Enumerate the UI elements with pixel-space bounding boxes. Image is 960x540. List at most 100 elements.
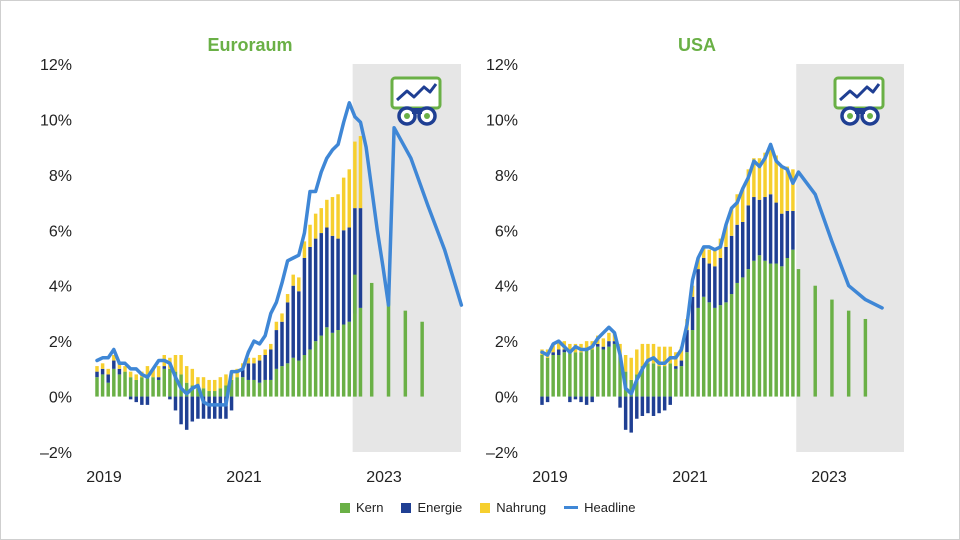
- bar-nahrung: [285, 294, 290, 303]
- bar-energie: [568, 396, 572, 403]
- bar-energie: [735, 224, 739, 283]
- bar-energie: [325, 227, 329, 328]
- bar-nahrung: [274, 321, 279, 331]
- bar-nahrung: [297, 277, 301, 292]
- x-tick-label: 2019: [86, 469, 122, 486]
- bar-kern: [218, 388, 223, 397]
- bar-energie: [156, 377, 161, 380]
- bar-nahrung: [252, 357, 256, 364]
- bar-kern: [685, 352, 689, 397]
- bar-energie: [246, 363, 251, 380]
- bar-energie: [252, 363, 256, 380]
- bar-kern: [579, 352, 583, 397]
- bar-energie: [740, 221, 745, 278]
- bar-nahrung: [246, 357, 251, 364]
- bar-kern: [612, 343, 617, 397]
- bar-energie: [679, 360, 684, 367]
- bar-kern: [347, 321, 352, 397]
- bar-energie: [635, 396, 639, 419]
- bar-energie: [297, 291, 301, 361]
- bar-kern: [117, 374, 122, 397]
- bar-kern-forecast: [813, 285, 817, 397]
- bar-nahrung: [724, 224, 728, 247]
- bar-energie: [95, 371, 99, 378]
- bar-energie: [752, 197, 756, 261]
- bar-energie: [612, 341, 617, 344]
- bar-energie: [629, 396, 633, 433]
- bar-nahrung: [196, 377, 200, 389]
- bar-nahrung: [207, 379, 211, 392]
- y-tick-label: 0%: [49, 390, 72, 407]
- bar-energie: [618, 396, 622, 408]
- y-tick-label: 2%: [49, 334, 72, 351]
- bar-kern: [696, 307, 700, 397]
- bar-energie: [757, 199, 762, 256]
- bar-energie: [353, 208, 357, 314]
- y-tick-label: 4%: [49, 279, 72, 296]
- bar-kern: [724, 302, 728, 397]
- bar-kern: [95, 377, 99, 397]
- bar-kern-forecast: [386, 296, 391, 397]
- bar-nahrung: [740, 188, 745, 222]
- bar-nahrung: [640, 343, 645, 367]
- bar-nahrung: [651, 343, 656, 364]
- bar-nahrung: [100, 363, 105, 369]
- bar-kern: [690, 330, 695, 397]
- bar-kern: [551, 355, 555, 397]
- bar-energie: [168, 396, 172, 400]
- headline-line: [540, 142, 884, 396]
- bar-nahrung: [313, 213, 318, 239]
- bar-energie: [640, 396, 645, 416]
- bar-nahrung: [325, 199, 329, 228]
- y-tick-label: 6%: [49, 223, 72, 240]
- bar-nahrung: [128, 371, 133, 378]
- bar-nahrung: [629, 357, 633, 380]
- bar-energie: [341, 230, 346, 325]
- bar-energie: [768, 194, 773, 264]
- bar-energie: [140, 396, 144, 405]
- bar-nahrung: [551, 343, 555, 353]
- bar-nahrung: [123, 366, 127, 372]
- bar-energie: [584, 396, 589, 405]
- bar-nahrung: [269, 343, 273, 350]
- bar-kern: [140, 377, 144, 397]
- bar-energie: [330, 235, 335, 333]
- bar-nahrung: [336, 194, 340, 239]
- bar-nahrung: [584, 341, 589, 350]
- bar-kern: [252, 379, 256, 397]
- bar-kern-forecast: [353, 274, 357, 397]
- bar-energie: [145, 396, 150, 405]
- bar-nahrung: [319, 208, 323, 234]
- bar-kern: [646, 363, 650, 397]
- y-tick-label: 2%: [495, 334, 518, 351]
- bar-nahrung: [117, 363, 122, 369]
- bar-energie: [674, 366, 678, 369]
- bar-nahrung: [791, 169, 795, 211]
- bar-energie: [685, 330, 689, 353]
- bar-nahrung: [601, 338, 606, 347]
- bar-energie: [601, 346, 606, 350]
- bar-kern: [123, 371, 127, 397]
- bar-energie: [319, 233, 323, 336]
- x-tick-label: 2019: [532, 469, 568, 486]
- bar-energie: [179, 396, 183, 425]
- bar-energie: [556, 349, 561, 355]
- bar-kern: [280, 366, 284, 397]
- bar-kern-forecast: [846, 310, 851, 397]
- bar-energie: [263, 355, 267, 380]
- bar-kern: [336, 330, 340, 397]
- legend-item-nahrung: Nahrung: [480, 500, 546, 515]
- bar-nahrung: [257, 355, 262, 361]
- bar-kern: [308, 349, 312, 397]
- bar-energie: [545, 396, 550, 403]
- bar-nahrung: [263, 349, 267, 355]
- bar-kern: [556, 355, 561, 397]
- bar-energie: [763, 197, 767, 261]
- bar-kern: [100, 374, 105, 397]
- bar-kern: [297, 360, 301, 397]
- bar-nahrung: [729, 208, 734, 236]
- bar-energie: [791, 210, 795, 250]
- bar-kern: [285, 363, 290, 397]
- y-tick-label: 12%: [40, 57, 72, 74]
- bar-nahrung: [218, 377, 223, 389]
